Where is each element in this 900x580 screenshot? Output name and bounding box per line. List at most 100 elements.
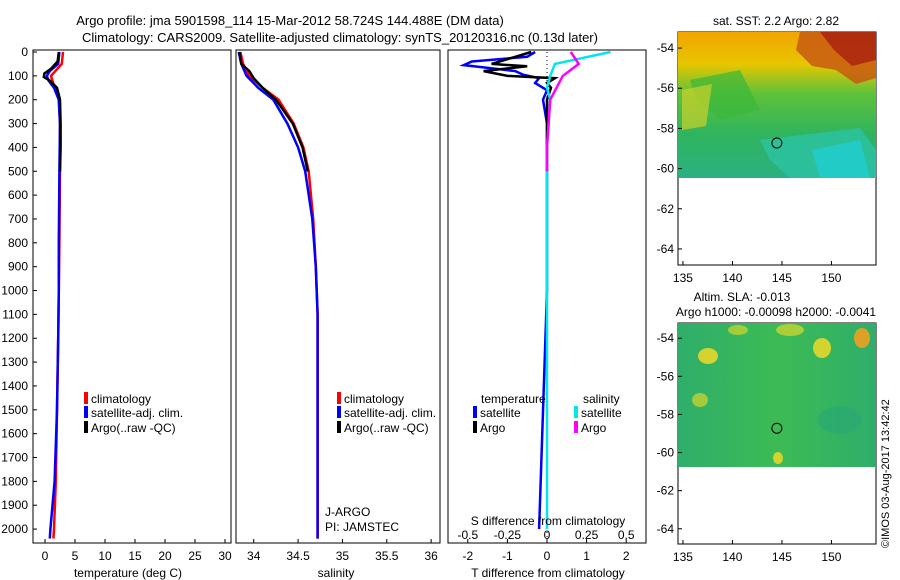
salinity-x-ticks: 34 34.5 35 35.5 36 [247,539,438,563]
profile-location-marker [771,422,783,434]
legend-swatch-temp-argo [473,421,477,433]
legend-title-temperature: temperature [481,392,546,406]
depth-tick-label: 1300 [1,355,28,369]
depth-tick-label: 1200 [1,331,28,345]
depth-tick-label: 1000 [1,284,28,298]
legend-swatch-sal-satellite [574,406,578,418]
x-tick-label: 15 [128,549,142,563]
legend-label-satellite: satellite-adj. clim. [91,406,183,420]
sla-low-blob [818,406,862,434]
map-y-tick-label: -54 [657,331,675,345]
temperature-y-ticks: 0 100 200 300 400 500 600 700 800 900 1000 1100 1200… [1,45,452,536]
map-y-tick-label: -56 [657,369,675,383]
x-tick-label: 0 [544,549,551,563]
difference-top-label: S difference from climatology [471,514,626,528]
depth-tick-label: 800 [8,236,28,250]
salinity-lines [237,51,319,539]
sla-map-title-line1: Altim. SLA: -0.013 [694,290,791,304]
sst-map-title: sat. SST: 2.2 Argo: 2.82 [713,14,839,28]
depth-tick-label: 1900 [1,498,28,512]
x-tick-label: 34.5 [286,549,310,563]
map-y-tick-label: -56 [657,81,675,95]
sst-map-y-ticks: -54 -56 -58 -60 -62 -64 [657,41,682,256]
depth-tick-label: 700 [8,212,28,226]
sst-map-x-ticks: 135 140 145 150 [673,261,842,285]
sla-field [678,323,876,467]
x-tick-label: -1 [502,549,513,563]
series-line-salinity-argo [545,51,581,172]
map-y-tick-label: -58 [657,407,675,421]
secondary-tick-label: 0 [544,528,551,542]
credit-text: ©IMOS 03-Aug-2017 13:42:42 [880,399,892,548]
x-tick-label: 1 [583,549,590,563]
secondary-tick-label: -0.5 [457,528,478,542]
temperature-axes-frame [32,49,232,544]
sla-high-blob [692,393,708,407]
sla-map-x-ticks: 135 140 145 150 [673,540,842,564]
temperature-legend: climatology satellite-adj. clim. Argo(..… [84,392,183,435]
annotation-pi: PI: JAMSTEC [325,520,399,534]
map-y-tick-label: -62 [657,202,675,216]
map-y-tick-label: -62 [657,484,675,498]
temperature-x-label: temperature (deg C) [74,566,182,580]
x-tick-label: 25 [188,549,202,563]
sla-high-blob [728,325,748,335]
map-y-tick-label: -64 [657,522,675,536]
map-x-tick-label: 135 [673,271,693,285]
series-line-salinity-satellite [545,50,611,530]
depth-tick-label: 0 [21,45,28,59]
depth-tick-label: 100 [8,69,28,83]
legend-title-salinity: salinity [583,392,620,406]
x-tick-label: 2 [623,549,630,563]
series-line-argo-raw-qc- [42,51,62,172]
legend-label-climatology: climatology [91,392,151,406]
series-line-argo-raw-qc- [238,51,310,172]
secondary-tick-label: 0.5 [618,528,635,542]
figure-title-line1: Argo profile: jma 5901598_114 15-Mar-201… [76,13,504,28]
legend-swatch-temp-satellite [473,406,477,418]
salinity-legend: climatology satellite-adj. clim. Argo(..… [337,392,436,435]
x-tick-label: 34 [247,549,261,563]
profile-location-marker [771,137,783,149]
sla-map-title-line2: Argo h1000: -0.00098 h2000: -0.0041 [676,305,876,319]
x-tick-label: 35.5 [375,549,399,563]
map-x-tick-label: 140 [722,550,742,564]
figure-title-line2: Climatology: CARS2009. Satellite-adjuste… [82,30,598,45]
sla-map-panel: Altim. SLA: -0.013 Argo h1000: -0.00098 … [657,290,877,564]
x-tick-label: -2 [462,549,473,563]
legend-label-sal-argo: Argo [581,421,607,435]
salinity-x-label: salinity [318,566,355,580]
depth-tick-label: 900 [8,260,28,274]
legend-label-climatology: climatology [344,392,404,406]
map-y-tick-label: -58 [657,121,675,135]
depth-tick-label: 2000 [1,522,28,536]
legend-swatch-climatology [84,392,88,404]
series-line-satellite-adj-clim- [237,51,319,539]
annotation-j-argo: J-ARGO [325,505,370,519]
series-line-temperature-argo [483,50,560,172]
secondary-tick-label: -0.25 [494,528,522,542]
x-tick-label: 20 [158,549,172,563]
legend-label-argo: Argo(..raw -QC) [91,421,176,435]
temperature-lines [42,51,65,539]
depth-tick-label: 1600 [1,427,28,441]
depth-tick-label: 600 [8,188,28,202]
sla-high-blob [773,452,783,464]
x-tick-label: 36 [424,549,438,563]
legend-label-satellite: satellite-adj. clim. [344,406,436,420]
difference-legend: temperature satellite Argo salinity sate… [473,392,622,435]
x-tick-label: 10 [98,549,112,563]
sst-yellow-band [682,84,712,130]
sla-high-blob [698,348,718,364]
temperature-x-ticks: 0 5 10 15 20 25 30 [42,539,232,563]
x-tick-label: 30 [218,549,232,563]
legend-label-temp-argo: Argo [480,421,506,435]
sst-cyan-patch [812,140,870,178]
sla-high-blob [854,328,870,348]
map-x-tick-label: 145 [772,550,792,564]
depth-tick-label: 1400 [1,379,28,393]
map-y-tick-label: -64 [657,242,675,256]
depth-tick-label: 1800 [1,474,28,488]
sla-high-blob [776,324,804,336]
difference-lines [459,50,611,530]
